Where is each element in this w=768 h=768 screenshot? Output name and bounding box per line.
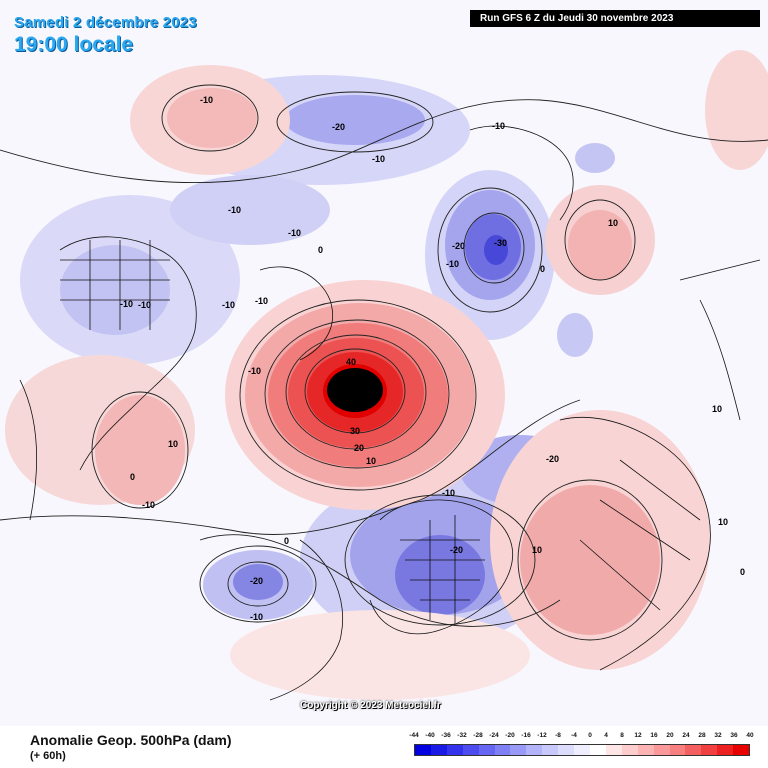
svg-text:10: 10: [608, 218, 618, 228]
legend-swatch: [510, 745, 527, 755]
anomaly-red-zones: [5, 50, 768, 700]
legend-swatch: [415, 745, 431, 755]
legend-label: 8: [620, 732, 624, 739]
svg-text:0: 0: [740, 567, 745, 577]
svg-text:10: 10: [712, 404, 722, 414]
svg-text:-10: -10: [446, 259, 459, 269]
legend-label: 24: [682, 732, 690, 739]
legend-label: -32: [457, 732, 467, 739]
svg-text:0: 0: [284, 536, 289, 546]
legend-label: 12: [634, 732, 642, 739]
svg-text:10: 10: [532, 545, 542, 555]
legend-label: 0: [588, 732, 592, 739]
legend-label: 16: [650, 732, 658, 739]
legend-label: -40: [425, 732, 435, 739]
svg-text:-10: -10: [288, 228, 301, 238]
legend-swatch: [494, 745, 511, 755]
svg-text:-20: -20: [450, 545, 463, 555]
svg-text:10: 10: [168, 439, 178, 449]
legend-label: 20: [666, 732, 674, 739]
svg-text:20: 20: [354, 443, 364, 453]
legend-swatch: [574, 745, 590, 755]
run-info-banner: Run GFS 6 Z du Jeudi 30 novembre 2023: [470, 10, 760, 27]
svg-text:0: 0: [130, 472, 135, 482]
svg-text:-30: -30: [494, 238, 507, 248]
legend-swatch: [717, 745, 734, 755]
svg-text:-10: -10: [228, 205, 241, 215]
legend-swatch: [558, 745, 575, 755]
svg-text:-10: -10: [222, 300, 235, 310]
svg-text:-10: -10: [138, 300, 151, 310]
legend-labels: -44 -40 -36 -32 -28 -24 -20 -16 -12 -8 -4 0 4 8 12 16 20…: [409, 732, 754, 742]
svg-text:0: 0: [540, 264, 545, 274]
forecast-time: 19:00 locale: [14, 33, 134, 56]
legend-label: -24: [489, 732, 499, 739]
copyright-text: Copyright © 2023 Meteociel.fr: [300, 700, 441, 711]
forecast-hour: (+ 60h): [30, 750, 66, 762]
svg-text:-20: -20: [332, 122, 345, 132]
svg-text:-10: -10: [442, 488, 455, 498]
svg-text:10: 10: [718, 517, 728, 527]
legend-swatch: [669, 745, 686, 755]
svg-text:-20: -20: [546, 454, 559, 464]
svg-text:-10: -10: [248, 366, 261, 376]
legend-label: -36: [441, 732, 451, 739]
legend-label: -12: [537, 732, 547, 739]
contour-lines: [0, 84, 768, 641]
svg-text:-10: -10: [142, 500, 155, 510]
parameter-title: Anomalie Geop. 500hPa (dam): [30, 732, 232, 748]
footer-panel: Anomalie Geop. 500hPa (dam) (+ 60h) -44-…: [0, 726, 768, 768]
legend-label: -44: [409, 732, 419, 739]
legend-swatch: [478, 745, 495, 755]
legend-label: -16: [521, 732, 531, 739]
color-legend: -44 -40 -36 -32 -28 -24 -20 -16 -12 -8 -4 0 4 8 12 16 20…: [409, 732, 754, 766]
svg-text:-20: -20: [250, 576, 263, 586]
legend-swatch: [462, 745, 479, 755]
legend-swatch: [733, 745, 750, 755]
legend-swatch: [621, 745, 638, 755]
svg-text:-10: -10: [372, 154, 385, 164]
svg-text:-10: -10: [250, 612, 263, 622]
forecast-date: Samedi 2 décembre 2023: [14, 14, 197, 31]
legend-swatch: [542, 745, 559, 755]
svg-text:-10: -10: [120, 299, 133, 309]
legend-swatch: [653, 745, 670, 755]
legend-label: -28: [473, 732, 483, 739]
svg-text:-10: -10: [492, 121, 505, 131]
legend-color-bar: [414, 744, 750, 756]
coastlines: [19, 125, 761, 701]
legend-label: -20: [505, 732, 515, 739]
legend-label: 4: [604, 732, 608, 739]
legend-label: -4: [571, 732, 577, 739]
svg-text:0: 0: [318, 245, 323, 255]
svg-text:40: 40: [346, 357, 356, 367]
legend-label: 32: [714, 732, 722, 739]
legend-swatch: [605, 745, 622, 755]
legend-label: 40: [746, 732, 754, 739]
legend-swatch: [430, 745, 447, 755]
legend-swatch: [446, 745, 463, 755]
legend-swatch: [685, 745, 702, 755]
svg-text:10: 10: [366, 456, 376, 466]
legend-swatch: [637, 745, 654, 755]
legend-swatch: [589, 745, 606, 755]
legend-label: 28: [698, 732, 706, 739]
legend-label: -8: [555, 732, 561, 739]
contour-labels: -10 -20 -10 -10 -10 -20 -30 -10 0 10 -10…: [120, 95, 745, 622]
legend-swatch: [701, 745, 718, 755]
legend-swatch: [526, 745, 543, 755]
svg-text:-20: -20: [452, 241, 465, 251]
geopotential-anomaly-map: -10 -20 -10 -10 -10 -20 -30 -10 0 10 -10…: [0, 50, 768, 701]
svg-text:-10: -10: [255, 296, 268, 306]
svg-text:30: 30: [350, 426, 360, 436]
legend-label: 36: [730, 732, 738, 739]
svg-text:-10: -10: [200, 95, 213, 105]
